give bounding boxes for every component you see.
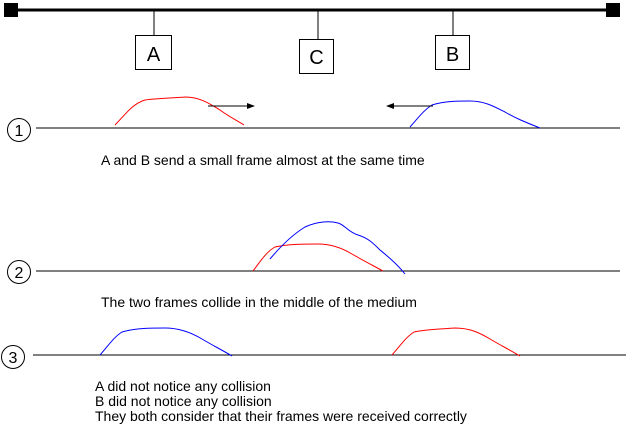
station-b-label: B [446, 44, 459, 66]
station-b: B [435, 10, 470, 70]
step-3-number: 3 [9, 350, 18, 367]
bus-medium [4, 3, 620, 17]
right-arrow-icon [208, 103, 255, 109]
step-3-caption-line-3: They both consider that their frames wer… [95, 408, 467, 424]
step-2-frame-a [252, 243, 384, 272]
step-1: 1 A and B send a small frame almost at t… [7, 96, 620, 168]
step-1-frame-b [409, 100, 541, 129]
station-a-box [135, 35, 172, 70]
step-3-frame-b [99, 327, 233, 357]
station-c-box [299, 39, 334, 74]
step-2-badge [7, 260, 31, 284]
station-c: C [299, 10, 334, 74]
station-c-label: C [309, 47, 323, 69]
station-a-label: A [147, 44, 161, 66]
step-3-caption-line-1: A did not notice any collision [95, 378, 271, 394]
step-3: 3 A did not notice any collision B did n… [1, 327, 626, 424]
step-2: 2 The two frames collide in the middle o… [7, 221, 620, 310]
step-1-caption: A and B send a small frame almost at the… [101, 152, 425, 168]
bus-terminator-right [606, 3, 620, 17]
step-2-caption: The two frames collide in the middle of … [101, 294, 417, 310]
step-3-frame-a [391, 327, 521, 357]
step-3-caption-line-2: B did not notice any collision [95, 393, 272, 409]
step-3-badge [1, 345, 25, 369]
step-1-badge [7, 118, 31, 142]
station-b-box [435, 35, 470, 70]
bus-terminator-left [4, 3, 18, 17]
step-1-frame-a [114, 96, 245, 126]
station-a: A [135, 10, 172, 70]
step-2-number: 2 [15, 265, 24, 282]
step-2-frame-b [269, 221, 406, 275]
step-1-number: 1 [15, 123, 24, 140]
left-arrow-icon [386, 103, 433, 109]
